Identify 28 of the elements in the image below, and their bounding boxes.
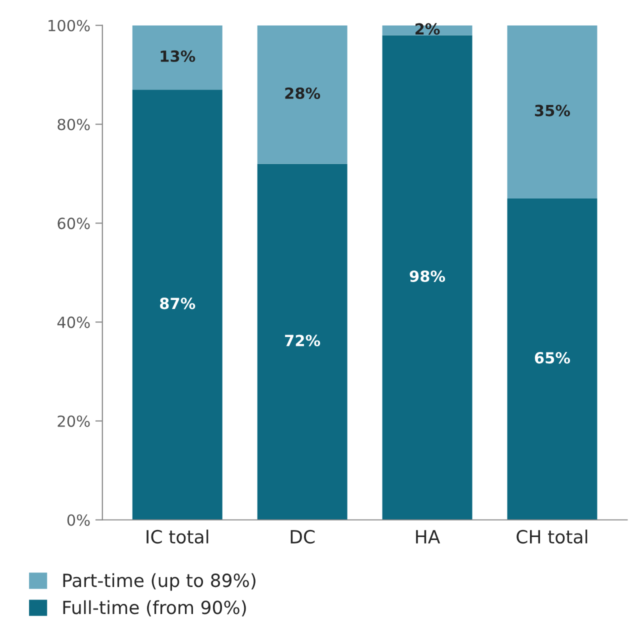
legend-label: Full-time (from 90%) bbox=[63, 600, 246, 616]
bar bbox=[507, 198, 598, 520]
bar bbox=[257, 164, 348, 520]
bar bbox=[257, 25, 348, 164]
bar bbox=[382, 25, 472, 36]
data-label: 72% bbox=[285, 334, 320, 346]
y-tick-label: 40% bbox=[57, 316, 90, 328]
data-label: 65% bbox=[534, 352, 570, 364]
data-label: 87% bbox=[160, 298, 196, 310]
x-tick-label: HA bbox=[416, 530, 440, 544]
bar bbox=[507, 25, 598, 198]
bar bbox=[132, 25, 222, 90]
bar bbox=[382, 35, 472, 520]
bar bbox=[132, 90, 222, 520]
y-tick-label: 20% bbox=[58, 415, 90, 427]
x-tick-label: IC total bbox=[146, 530, 208, 544]
y-tick-label: 80% bbox=[58, 118, 90, 130]
data-label: 2% bbox=[416, 23, 440, 35]
data-label: 98% bbox=[410, 270, 446, 282]
y-tick-label: 60% bbox=[58, 218, 90, 230]
x-tick-label: CH total bbox=[516, 530, 588, 544]
x-tick-label: DC bbox=[290, 530, 315, 544]
data-label: 35% bbox=[534, 104, 570, 116]
y-tick-label: 100% bbox=[48, 20, 90, 32]
data-label: 13% bbox=[160, 50, 196, 62]
legend-label: Part-time (up to 89%) bbox=[63, 573, 256, 591]
y-tick-label: 0% bbox=[67, 514, 90, 526]
data-label: 28% bbox=[285, 87, 320, 100]
